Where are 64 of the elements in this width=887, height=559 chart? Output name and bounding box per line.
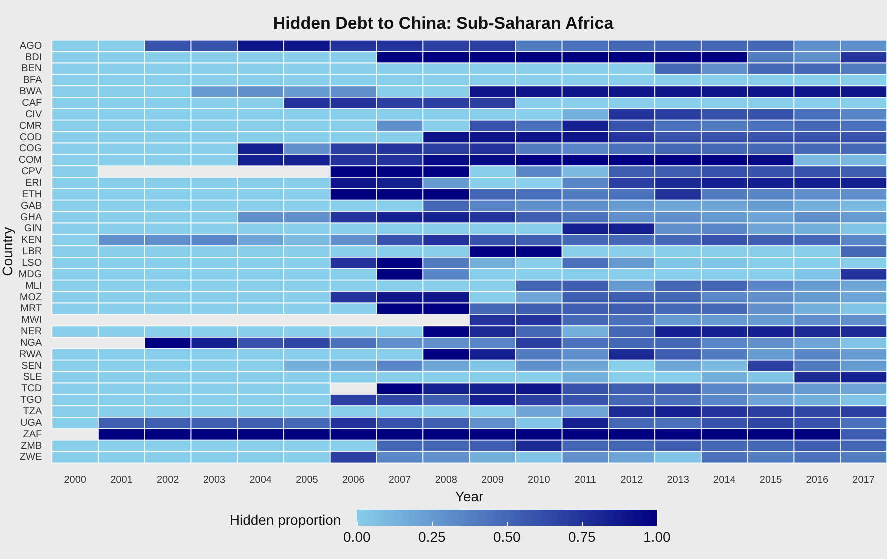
x-tick-label: 2004 — [250, 474, 272, 486]
y-tick-label: TGO — [20, 395, 42, 406]
y-tick-label: ZMB — [21, 440, 42, 452]
y-tick-label: KEN — [22, 235, 42, 246]
x-tick-label: 2017 — [852, 474, 876, 486]
y-tick-label: GHA — [20, 212, 42, 224]
x-tick-label: 2001 — [110, 474, 134, 486]
y-tick-label: MOZ — [20, 292, 42, 304]
x-tick-label: 2007 — [388, 474, 412, 486]
x-tick-label: 2003 — [203, 474, 226, 486]
legend-title: Hidden proportion — [230, 512, 342, 528]
y-tick-label: COG — [19, 144, 42, 155]
chart-title: Hidden Debt to China: Sub-Saharan Africa — [273, 14, 614, 33]
y-tick-label: CAF — [22, 98, 42, 109]
x-tick-label: 2016 — [806, 474, 829, 486]
y-tick-label: COD — [20, 132, 42, 144]
y-tick-label: BFA — [23, 75, 42, 86]
y-axis-title: Country — [0, 227, 16, 276]
x-tick-label: 2005 — [296, 474, 319, 486]
y-tick-label: CPV — [22, 166, 42, 178]
y-tick-label: MWI — [22, 315, 42, 326]
y-tick-label: COM — [18, 155, 42, 166]
y-tick-label: LSO — [22, 258, 42, 269]
x-tick-label: 2009 — [482, 474, 504, 486]
x-tick-label: 2012 — [620, 474, 644, 486]
x-tick-label: 2006 — [342, 474, 366, 486]
y-tick-label: MDG — [18, 269, 42, 280]
y-tick-label: MRT — [20, 304, 42, 315]
y-tick-label: BWA — [20, 86, 42, 98]
y-tick-label: BDI — [25, 52, 42, 64]
y-tick-label: SEN — [22, 360, 42, 372]
color-bar-label: 1.00 — [644, 529, 671, 545]
color-bar-label: 0.25 — [418, 529, 446, 545]
y-tick-label: ERI — [25, 178, 42, 189]
x-tick-label: 2008 — [435, 474, 458, 486]
y-tick-label: ETH — [22, 189, 42, 200]
y-tick-label: AGO — [20, 40, 42, 52]
y-tick-label: ZWE — [20, 452, 42, 464]
y-tick-label: GAB — [21, 200, 42, 212]
y-tick-label: CIV — [25, 109, 42, 120]
color-bar-label: 0.50 — [494, 529, 521, 545]
x-tick-label: 2015 — [760, 474, 783, 486]
y-tick-label: CMR — [19, 120, 42, 132]
y-tick-label: MLI — [25, 280, 42, 292]
x-tick-label: 2013 — [667, 474, 690, 486]
y-tick-label: NGA — [20, 338, 42, 349]
y-tick-label: SLE — [23, 372, 42, 384]
x-tick-label: 2000 — [64, 474, 87, 486]
y-tick-label: BEN — [22, 64, 42, 75]
y-tick-label: TCD — [22, 384, 42, 395]
x-tick-label: 2002 — [156, 474, 180, 486]
y-tick-label: ZAF — [23, 429, 42, 440]
color-bar-label: 0.75 — [568, 529, 596, 545]
y-tick-label: TZA — [23, 406, 42, 418]
y-tick-label: NER — [21, 326, 42, 338]
y-tick-label: GIN — [24, 224, 42, 235]
x-tick-label: 2010 — [528, 474, 551, 486]
y-tick-label: LBR — [22, 246, 42, 258]
y-tick-label: RWA — [19, 349, 42, 360]
y-tick-label: UGA — [20, 418, 42, 429]
x-axis-title: Year — [455, 488, 484, 504]
color-bar-label: 0.00 — [344, 529, 371, 545]
x-tick-label: 2011 — [574, 474, 597, 486]
x-tick-label: 2014 — [714, 474, 736, 486]
